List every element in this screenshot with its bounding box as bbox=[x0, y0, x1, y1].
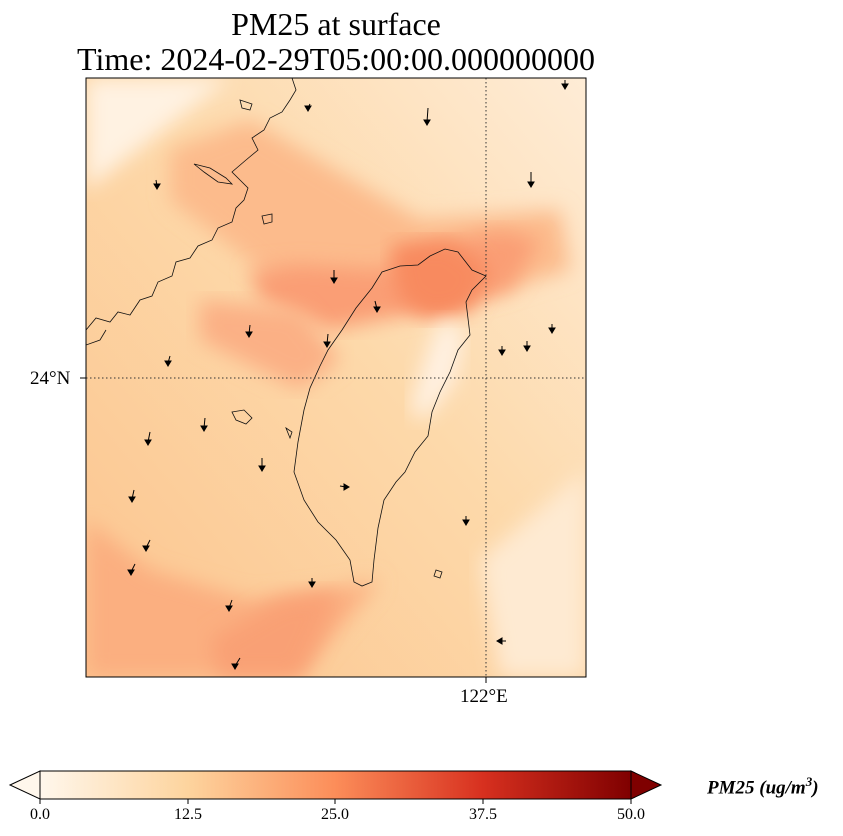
colorbar-tick-label: 50.0 bbox=[617, 806, 645, 823]
colorbar-tick-label: 25.0 bbox=[321, 806, 349, 823]
colorbar-tick-label: 37.5 bbox=[469, 806, 497, 823]
colorbar-max-extend bbox=[630, 770, 663, 800]
colorbar-min-extend bbox=[8, 770, 41, 800]
latitude-label: 24°N bbox=[30, 368, 71, 389]
colorbar-tick-label: 12.5 bbox=[174, 806, 202, 823]
colorbar-tick-label: 0.0 bbox=[30, 806, 50, 823]
coastlines bbox=[86, 78, 487, 587]
colorbar bbox=[8, 770, 663, 804]
map-title: PM25 at surface bbox=[231, 6, 441, 42]
pm25-map bbox=[80, 77, 587, 683]
colorbar-label: PM25 (ug/m3) bbox=[707, 774, 819, 799]
map-time-subtitle: Time: 2024-02-29T05:00:00.000000000 bbox=[77, 41, 595, 77]
colorbar-ticks bbox=[39, 799, 632, 804]
gridlines bbox=[86, 78, 586, 677]
longitude-label: 122°E bbox=[460, 686, 508, 707]
wind-vectors bbox=[127, 80, 569, 670]
colorbar-gradient bbox=[40, 771, 631, 799]
